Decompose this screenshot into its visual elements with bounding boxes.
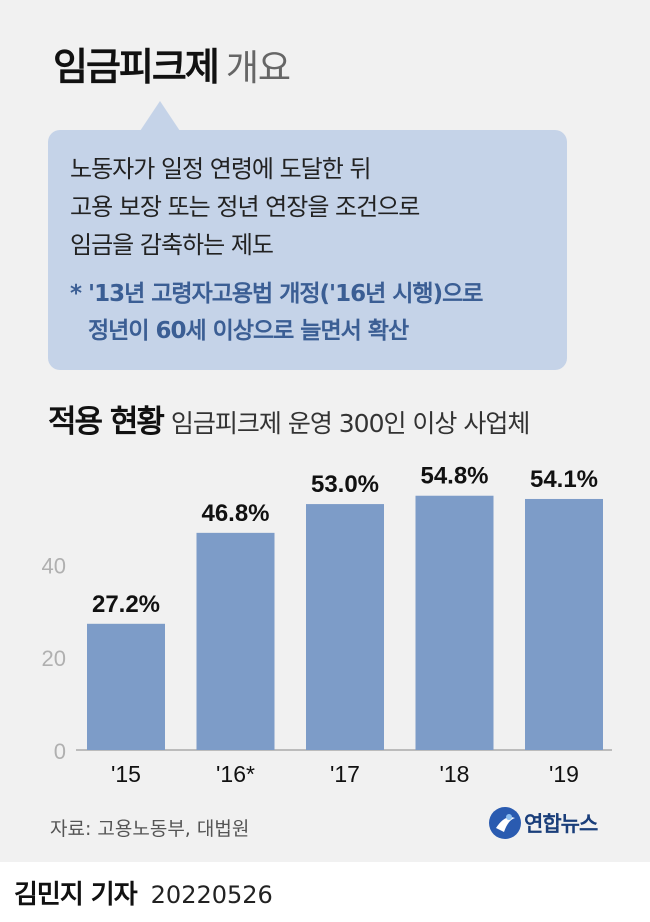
infographic-canvas: 임금피크제 개요 노동자가 일정 연령에 도달한 뒤 고용 보장 또는 정년 연장… (0, 0, 650, 862)
value-label: 27.2% (92, 591, 160, 618)
x-tick-label: '17 (330, 761, 360, 787)
value-label: 54.8% (420, 463, 488, 490)
section-header: 적용 현황 임금피크제 운영 300인 이상 사업체 (48, 396, 531, 441)
value-label: 54.1% (530, 466, 598, 493)
value-label: 46.8% (201, 500, 269, 527)
title-main: 임금피크제 (53, 45, 220, 89)
title-sub: 개요 (225, 48, 291, 89)
footnote-line: * '13년 고령자고용법 개정('16년 시행)으로 (70, 281, 483, 307)
value-label: 53.0% (311, 471, 379, 498)
publish-date: 20220526 (150, 881, 273, 909)
footnote-line: 정년이 60세 이상으로 늘면서 확산 (88, 318, 409, 344)
yonhap-logo-text: 연합뉴스 (524, 812, 598, 836)
definition-text: 노동자가 일정 연령에 도달한 뒤 고용 보장 또는 정년 연장을 조건으로 임… (70, 150, 420, 264)
source-note: 자료: 고용노동부, 대법원 (50, 818, 250, 840)
footnote: * '13년 고령자고용법 개정('16년 시행)으로 정년이 60세 이상으로… (70, 276, 483, 350)
x-tick-label: '16* (216, 761, 255, 787)
bar-4 (525, 498, 603, 750)
section-title: 적용 현황 (48, 404, 165, 440)
y-tick-label: 20 (42, 646, 66, 671)
bar-3 (415, 495, 494, 750)
bar-2 (306, 504, 384, 750)
x-tick-label: '15 (111, 761, 141, 787)
definition-line: 임금을 감축하는 제도 (70, 231, 274, 259)
x-tick-label: '19 (549, 761, 579, 787)
yonhap-logo-icon (489, 807, 521, 839)
section-subtitle: 임금피크제 운영 300인 이상 사업체 (170, 409, 531, 438)
definition-line: 노동자가 일정 연령에 도달한 뒤 (70, 155, 372, 183)
definition-line: 고용 보장 또는 정년 연장을 조건으로 (70, 193, 420, 221)
yonhap-logo: 연합뉴스 (488, 806, 598, 840)
y-tick-label: 40 (42, 553, 66, 578)
bar-1 (196, 532, 275, 750)
y-tick-label: 0 (54, 739, 66, 764)
bar-0 (87, 623, 165, 750)
bar-chart: 0 20 40 27.2% '15 46.8% '16* 53.0% '17 54.8% '18 54… (42, 463, 612, 787)
reporter-name: 김민지 기자 (14, 880, 138, 910)
speech-bubble-tail (140, 101, 180, 131)
page-title: 임금피크제 개요 (53, 36, 291, 91)
speech-bubble: 노동자가 일정 연령에 도달한 뒤 고용 보장 또는 정년 연장을 조건으로 임… (48, 130, 567, 370)
byline: 김민지 기자 20220526 (14, 874, 273, 911)
x-tick-label: '18 (440, 761, 470, 787)
